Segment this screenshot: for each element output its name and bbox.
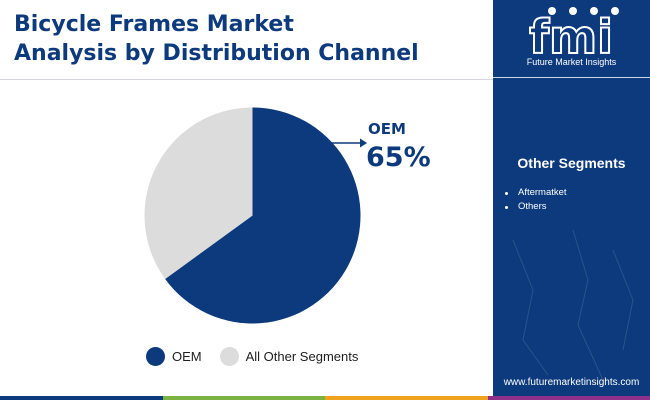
list-item: Others bbox=[505, 200, 567, 214]
legend-swatch-other-segments bbox=[219, 347, 239, 366]
logo-dot-2 bbox=[569, 7, 577, 15]
pie-chart bbox=[144, 107, 361, 324]
title-divider bbox=[0, 79, 493, 80]
legend: OEM All Other Segments bbox=[146, 347, 376, 366]
background-texture bbox=[512, 230, 634, 380]
legend-item-oem: OEM bbox=[146, 347, 202, 366]
fmi-logo: fmi bbox=[528, 7, 619, 65]
legend-label-oem: OEM bbox=[172, 349, 202, 364]
bullet-icon bbox=[505, 205, 508, 209]
chart-title: Bicycle Frames Market Analysis by Distri… bbox=[14, 10, 484, 68]
website-link[interactable]: www.futuremarketinsights.com bbox=[503, 377, 640, 388]
brand-name: Future Market Insights bbox=[526, 57, 617, 67]
bottom-color-bar bbox=[0, 396, 650, 400]
bullet-icon bbox=[505, 191, 508, 195]
bottom-bar-segment-2 bbox=[162, 396, 325, 400]
list-item: Aftermatket bbox=[505, 186, 567, 200]
legend-label-other-segments: All Other Segments bbox=[245, 349, 359, 364]
list-item-label: Others bbox=[518, 201, 547, 212]
callout-label: OEM bbox=[368, 120, 406, 138]
callout-arrow bbox=[331, 138, 367, 148]
pie-slice-all-other-segments bbox=[144, 107, 253, 279]
list-item-label: Aftermatket bbox=[518, 187, 567, 198]
logo-text: fmi bbox=[529, 10, 613, 64]
logo-dot-1 bbox=[548, 7, 556, 15]
sidebar: fmi Future Market Insights Other Segment… bbox=[493, 0, 650, 400]
bottom-bar-segment-3 bbox=[325, 396, 488, 400]
callout-value: 65% bbox=[366, 142, 431, 173]
bottom-bar-segment-1 bbox=[0, 396, 163, 400]
bottom-bar-segment-4 bbox=[487, 396, 650, 400]
chart-title-line-1: Bicycle Frames Market bbox=[14, 12, 294, 37]
legend-swatch-oem bbox=[146, 347, 165, 366]
pie-slice-oem bbox=[165, 107, 361, 324]
sidebar-divider bbox=[493, 77, 650, 78]
logo-dot-4 bbox=[611, 7, 619, 15]
chart-title-line-2: Analysis by Distribution Channel bbox=[14, 41, 419, 66]
logo-dot-3 bbox=[590, 7, 598, 15]
other-segments-list: Aftermatket Others bbox=[505, 186, 567, 214]
other-segments-heading: Other Segments bbox=[517, 155, 626, 171]
legend-item-other-segments: All Other Segments bbox=[219, 347, 359, 366]
